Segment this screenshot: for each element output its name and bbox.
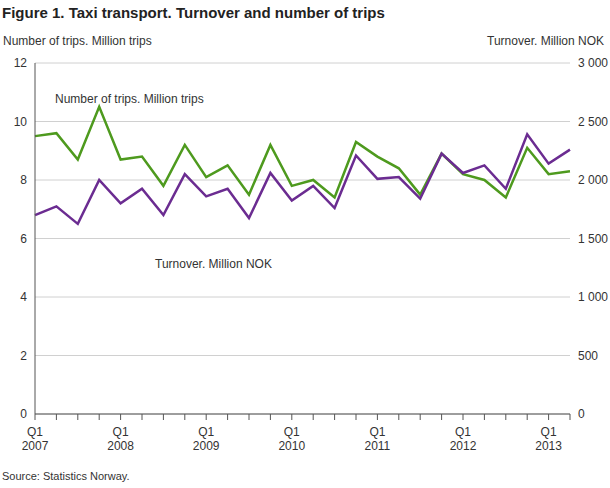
svg-text:4: 4: [20, 290, 27, 304]
html-text:Turnover. Million NOK: Turnover. Million NOK: [487, 34, 604, 48]
html-text:Number of trips. Million trips: Number of trips. Million trips: [55, 92, 204, 106]
svg-text:1 500: 1 500: [578, 232, 602, 246]
svg-text:Q12010: Q12010: [278, 425, 305, 453]
svg-text:10: 10: [14, 115, 28, 129]
html-text:Number of trips. Million trips: Number of trips. Million trips: [3, 34, 152, 48]
svg-text:Q12009: Q12009: [193, 425, 220, 453]
html-text:Turnover. Million NOK: Turnover. Million NOK: [155, 257, 272, 271]
svg-text:6: 6: [20, 232, 27, 246]
svg-text:Q12007: Q12007: [22, 425, 49, 453]
html-text:Figure 1. Taxi transport. Turn: Figure 1. Taxi transport. Turnover and n…: [2, 4, 385, 21]
svg-text:Q12011: Q12011: [364, 425, 390, 453]
svg-text:Q12008: Q12008: [107, 425, 134, 453]
svg-text:500: 500: [578, 349, 598, 363]
svg-text:1 000: 1 000: [578, 290, 602, 304]
svg-text:Q12013: Q12013: [535, 425, 562, 453]
svg-text:12: 12: [14, 56, 28, 70]
svg-text:2: 2: [20, 349, 27, 363]
html-text:Source: Statistics Norway.: Source: Statistics Norway.: [2, 470, 130, 482]
svg-text:0: 0: [20, 407, 27, 421]
svg-text:2 000: 2 000: [578, 173, 602, 187]
svg-text:Q12012: Q12012: [450, 425, 477, 453]
svg-text:0: 0: [578, 407, 585, 421]
svg-text:8: 8: [20, 173, 27, 187]
svg-text:3 000: 3 000: [578, 56, 602, 70]
svg-text:2 500: 2 500: [578, 115, 602, 129]
